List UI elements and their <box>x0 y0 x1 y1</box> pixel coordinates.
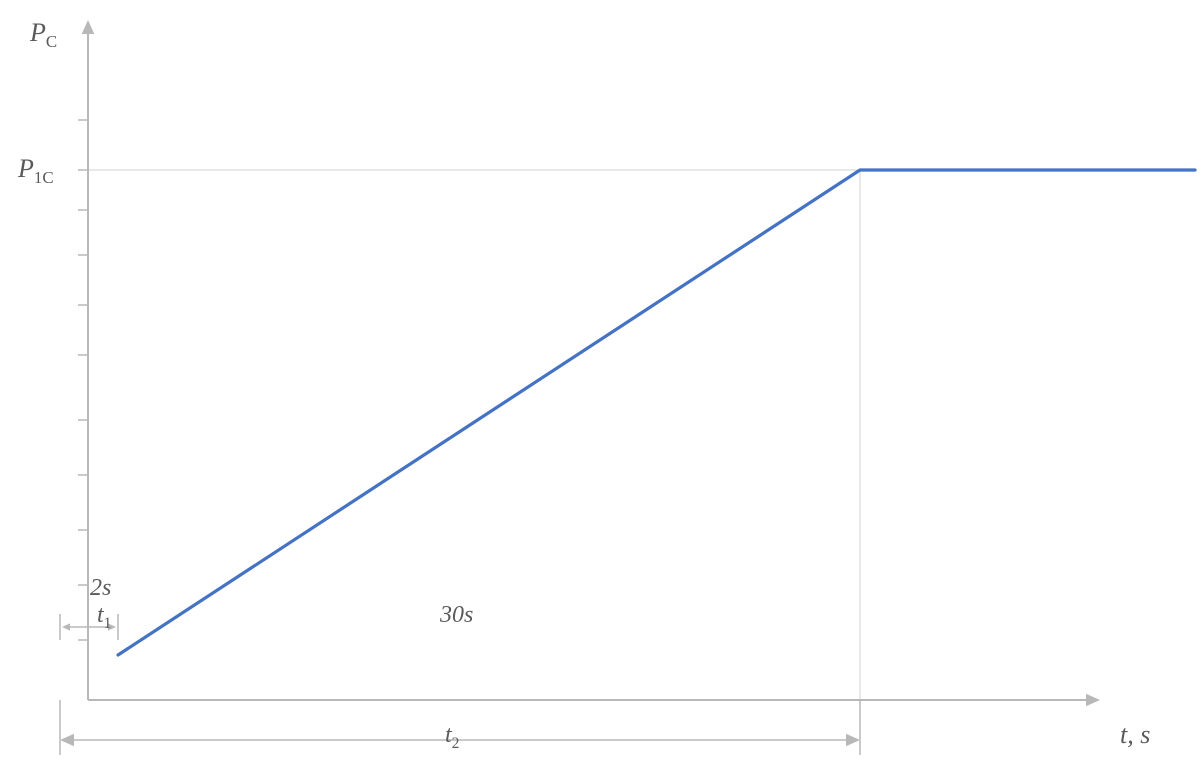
t2-duration-label: 30s <box>440 602 473 629</box>
t2-symbol-label: t2 <box>445 722 459 753</box>
x-axis-label: t, s <box>1120 720 1150 750</box>
y-axis-label: PC <box>30 18 57 52</box>
t1-duration-label: 2s <box>90 575 111 602</box>
chart-svg <box>0 0 1200 779</box>
chart-canvas: PC P1C t, s 2s t1 30s t2 <box>0 0 1200 779</box>
t1-symbol-label: t1 <box>97 602 111 633</box>
p1c-label: P1C <box>18 154 54 188</box>
